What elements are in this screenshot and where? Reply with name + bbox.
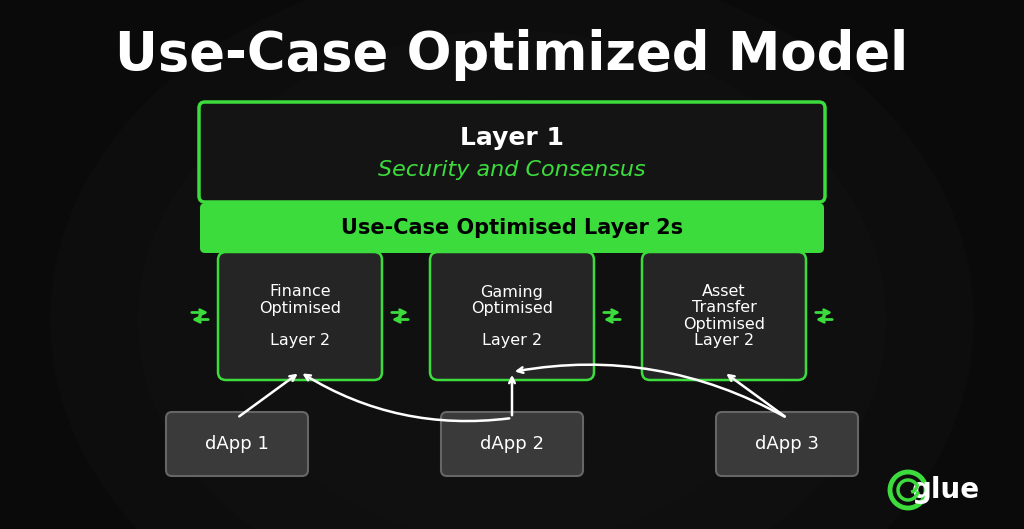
FancyBboxPatch shape (166, 412, 308, 476)
Text: Optimised: Optimised (259, 300, 341, 315)
Text: Gaming: Gaming (480, 285, 544, 299)
Text: Layer 1: Layer 1 (460, 126, 564, 150)
Text: Optimised: Optimised (683, 316, 765, 332)
Text: Transfer: Transfer (691, 300, 757, 315)
FancyBboxPatch shape (441, 412, 583, 476)
Text: dApp 3: dApp 3 (755, 435, 819, 453)
Text: dApp 2: dApp 2 (480, 435, 544, 453)
Ellipse shape (226, 99, 798, 529)
Ellipse shape (138, 31, 886, 529)
Text: Security and Consensus: Security and Consensus (378, 160, 646, 180)
Text: Use-Case Optimized Model: Use-Case Optimized Model (116, 29, 908, 81)
Text: dApp 1: dApp 1 (205, 435, 269, 453)
FancyBboxPatch shape (218, 252, 382, 380)
FancyBboxPatch shape (430, 252, 594, 380)
Ellipse shape (50, 0, 974, 529)
Text: Asset: Asset (702, 285, 745, 299)
Text: Layer 2: Layer 2 (482, 333, 542, 348)
Text: Layer 2: Layer 2 (270, 333, 330, 348)
Text: Optimised: Optimised (471, 300, 553, 315)
Text: Use-Case Optimised Layer 2s: Use-Case Optimised Layer 2s (341, 218, 683, 238)
FancyBboxPatch shape (199, 102, 825, 202)
FancyBboxPatch shape (200, 203, 824, 253)
Text: Layer 2: Layer 2 (694, 333, 754, 348)
FancyBboxPatch shape (716, 412, 858, 476)
FancyBboxPatch shape (642, 252, 806, 380)
Text: Finance: Finance (269, 285, 331, 299)
Text: glue: glue (912, 476, 980, 504)
